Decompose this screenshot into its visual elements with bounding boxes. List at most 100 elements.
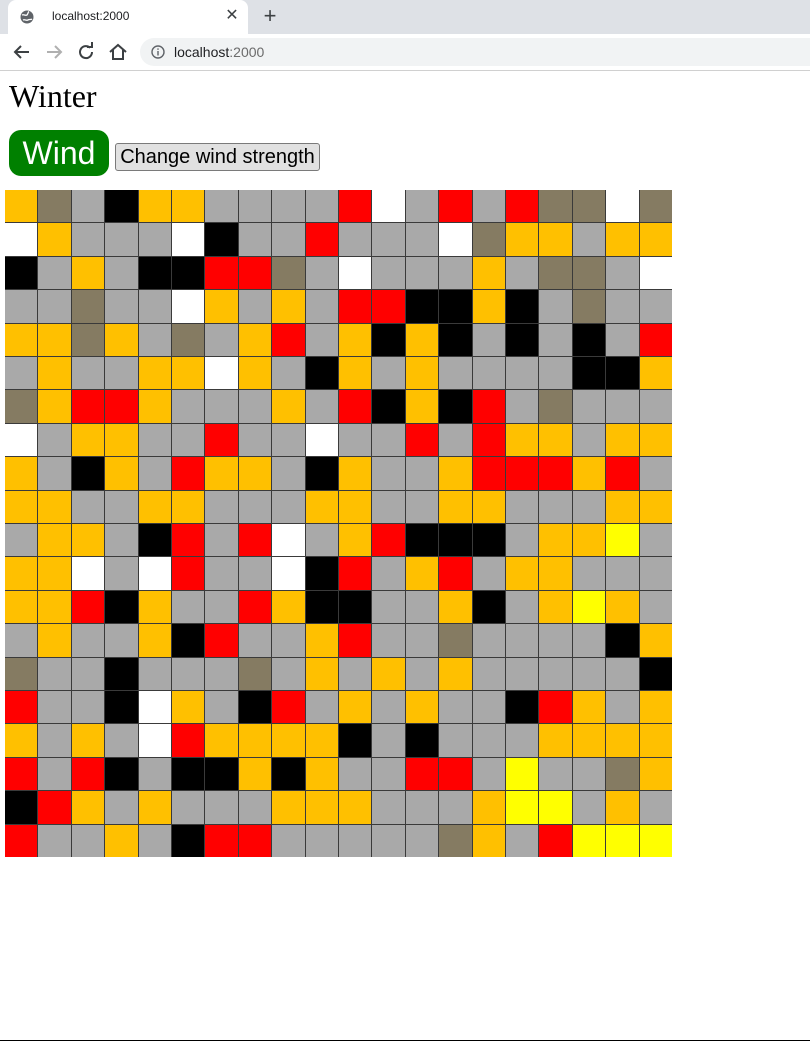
grid-cell <box>539 557 572 590</box>
grid-cell <box>38 724 71 757</box>
wind-button[interactable]: Wind <box>9 130 109 176</box>
grid-cell <box>439 824 472 857</box>
grid-cell <box>305 323 338 356</box>
grid-cell <box>472 590 505 624</box>
grid-cell <box>305 624 338 657</box>
grid-cell <box>506 190 539 223</box>
grid-cell <box>606 190 639 223</box>
grid-cell <box>372 824 405 857</box>
grid-cell <box>238 724 272 757</box>
grid-cell <box>639 524 672 557</box>
grid-cell <box>138 657 171 690</box>
tab-title: localhost:2000 <box>52 9 130 23</box>
grid-cell <box>5 190 38 223</box>
grid-cell <box>572 757 606 791</box>
change-wind-strength-button[interactable]: Change wind strength <box>115 143 320 171</box>
grid-cell <box>439 423 472 457</box>
grid-cell <box>172 590 205 624</box>
grid-cell <box>305 390 338 423</box>
forward-arrow-icon[interactable] <box>42 40 66 64</box>
grid-cell <box>71 791 105 824</box>
grid-cell <box>639 757 672 791</box>
grid-cell <box>138 524 171 557</box>
grid-cell <box>405 190 439 223</box>
grid-cell <box>506 557 539 590</box>
grid-cell <box>205 724 238 757</box>
grid-cell <box>272 691 305 724</box>
grid-cell <box>172 190 205 223</box>
grid-cell <box>339 290 372 323</box>
grid-cell <box>5 423 38 457</box>
grid-cell <box>272 557 305 590</box>
close-icon[interactable]: ✕ <box>225 7 239 24</box>
grid-cell <box>472 390 505 423</box>
grid-cell <box>439 490 472 523</box>
grid-cell <box>205 791 238 824</box>
grid-cell <box>172 824 205 857</box>
grid-cell <box>272 223 305 256</box>
grid-cell <box>372 691 405 724</box>
grid-cell <box>639 590 672 624</box>
grid-cell <box>105 791 138 824</box>
grid-cell <box>172 757 205 791</box>
address-bar[interactable]: localhost:2000 <box>140 38 810 66</box>
grid-cell <box>105 357 138 390</box>
grid-cell <box>38 290 71 323</box>
grid-cell <box>472 824 505 857</box>
new-tab-icon[interactable]: + <box>263 3 277 28</box>
back-arrow-icon[interactable] <box>10 40 34 64</box>
grid-cell <box>238 323 272 356</box>
tab-strip: localhost:2000 ✕ + <box>0 0 810 34</box>
grid-cell <box>5 357 38 390</box>
grid-cell <box>5 791 38 824</box>
grid-cell <box>539 423 572 457</box>
grid-cell <box>606 256 639 290</box>
grid-cell <box>305 557 338 590</box>
grid-cell <box>472 256 505 290</box>
grid-cell <box>5 657 38 690</box>
grid-cell <box>572 691 606 724</box>
url-text[interactable]: localhost:2000 <box>174 44 264 60</box>
grid-cell <box>372 457 405 490</box>
grid-cell <box>272 323 305 356</box>
grid-cell <box>572 256 606 290</box>
grid-cell <box>506 791 539 824</box>
reload-icon[interactable] <box>74 40 98 64</box>
grid-cell <box>339 524 372 557</box>
grid-cell <box>205 691 238 724</box>
grid-cell <box>305 791 338 824</box>
grid-cell <box>172 490 205 523</box>
url-port: :2000 <box>229 44 265 60</box>
grid-cell <box>506 824 539 857</box>
grid-cell <box>38 357 71 390</box>
grid-cell <box>506 624 539 657</box>
browser-tab[interactable]: localhost:2000 ✕ <box>8 0 248 34</box>
grid-cell <box>639 557 672 590</box>
grid-cell <box>172 457 205 490</box>
grid-cell <box>439 457 472 490</box>
grid-cell <box>405 457 439 490</box>
grid-cell <box>339 791 372 824</box>
grid-cell <box>5 490 38 523</box>
grid-cell <box>639 457 672 490</box>
grid-cell <box>639 290 672 323</box>
grid-cell <box>272 624 305 657</box>
grid-cell <box>272 190 305 223</box>
grid-cell <box>506 390 539 423</box>
grid-cell <box>238 423 272 457</box>
grid-cell <box>5 590 38 624</box>
grid-cell <box>305 490 338 523</box>
grid-cell <box>205 757 238 791</box>
grid-cell <box>71 824 105 857</box>
info-icon[interactable] <box>151 45 165 59</box>
grid-cell <box>572 624 606 657</box>
grid-cell <box>205 357 238 390</box>
grid-cell <box>372 357 405 390</box>
grid-cell <box>539 357 572 390</box>
home-icon[interactable] <box>106 40 130 64</box>
grid-cell <box>205 590 238 624</box>
grid-cell <box>339 824 372 857</box>
grid-cell <box>138 724 171 757</box>
grid-cell <box>472 457 505 490</box>
grid-cell <box>539 724 572 757</box>
